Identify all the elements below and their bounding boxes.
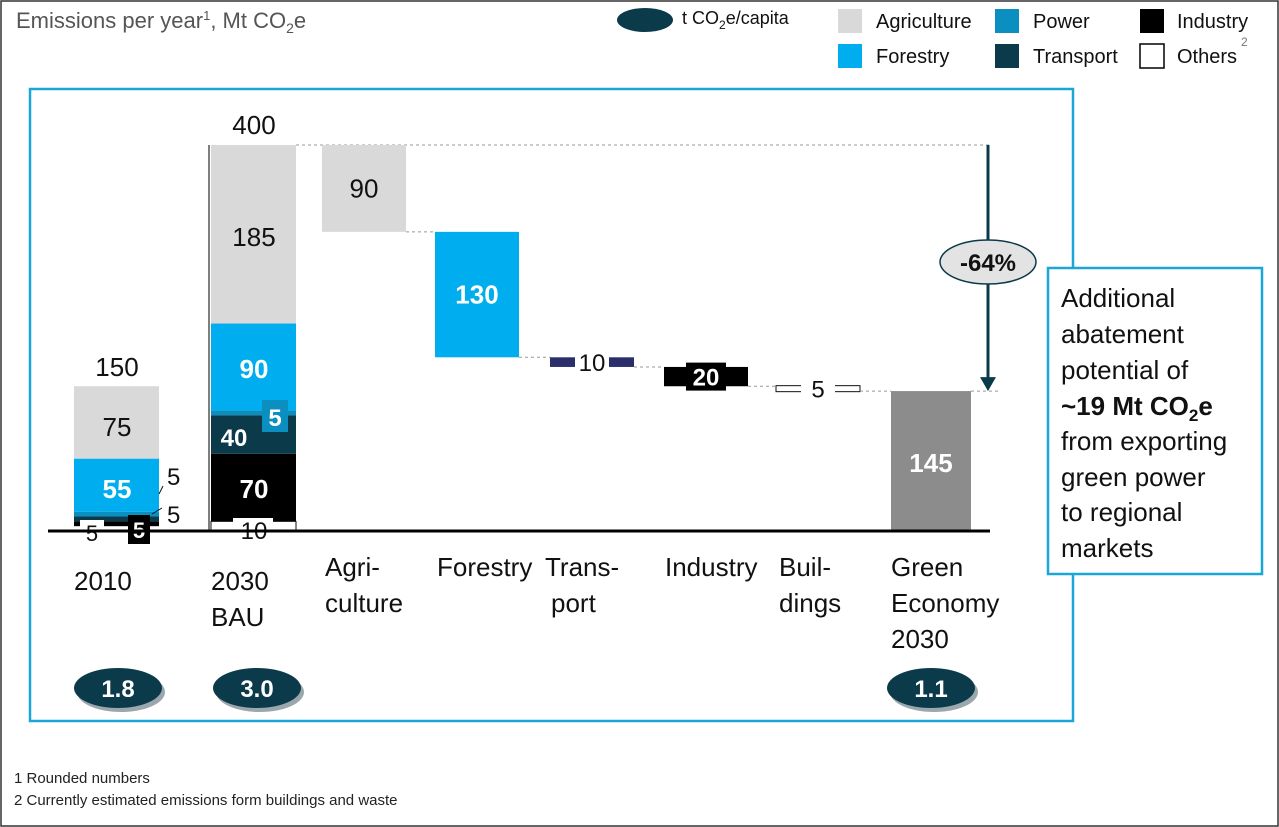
label-2010-agriculture: 75 (103, 412, 132, 442)
category-label-5-0: Industry (665, 552, 758, 582)
bar-green-economy (891, 391, 971, 531)
legend-industry-label: Industry (1177, 11, 1248, 33)
label-2010-forestry: 55 (103, 474, 132, 504)
bar-2030-agriculture (211, 145, 296, 324)
label-2030-forestry: 90 (240, 354, 269, 384)
change-arrow-head (980, 377, 996, 392)
legend-power-label: Power (1033, 11, 1090, 33)
legend-transport-label: Transport (1033, 46, 1118, 68)
bar-reduction-agriculture (322, 145, 406, 232)
capita-badge-1.1 (887, 668, 975, 708)
badge-reduction-industry (686, 362, 726, 391)
legend: t CO2e/capita Agriculture Power Industry… (617, 8, 1248, 69)
label-green-economy: 145 (909, 448, 952, 478)
category-label-2-0: Agri- (325, 552, 380, 582)
label-reduction-others: 5 (811, 377, 824, 404)
label-2010-power: 5 (167, 464, 180, 491)
leader-2010-power (158, 485, 164, 495)
legend-capita-label: t CO2e/capita (682, 8, 790, 32)
label-2030-agriculture: 185 (232, 222, 275, 252)
bar-2010-agriculture (74, 386, 159, 459)
bar-2010-forestry (74, 458, 159, 512)
chart-title: Emissions per year1, Mt CO2e (16, 8, 306, 36)
annotation-box (1046, 266, 1264, 576)
legend-others-label: Others (1177, 46, 1237, 68)
bar-2010-transport (74, 516, 159, 522)
category-label-7-0: Green (891, 552, 963, 582)
label-reduction-transport: 10 (579, 350, 606, 377)
capita-badge-3.0 (213, 668, 301, 708)
bar-2010-industry (74, 521, 159, 527)
category-label-7-1: Economy (891, 588, 999, 618)
capita-label-3.0: 3.0 (240, 676, 273, 703)
legend-transport-swatch (995, 44, 1019, 68)
label-2030-power: 5 (268, 405, 281, 432)
label-2030-transport: 40 (221, 425, 248, 452)
category-label-3-0: Forestry (437, 552, 532, 582)
category-label-4-1: port (551, 588, 597, 618)
label-2010-transport: 5 (167, 502, 180, 529)
change-label: -64% (960, 250, 1016, 277)
legend-power-swatch (995, 9, 1019, 33)
chart-marks: 755555551501859054070104009013010205145-… (48, 110, 1037, 712)
category-label-1-0: 2030 (211, 566, 269, 596)
category-label-1-1: BAU (211, 602, 264, 632)
category-label-6-0: Buil- (779, 552, 831, 582)
badge-2030-power (262, 400, 288, 432)
category-label-0-0: 2010 (74, 566, 132, 596)
capita-label-1.1: 1.1 (914, 676, 947, 703)
total-2030: 400 (232, 110, 275, 140)
category-label-4-0: Trans- (545, 552, 619, 582)
legend-forestry-swatch (838, 44, 862, 68)
bar-2010-power (74, 511, 159, 517)
legend-agriculture-swatch (838, 9, 862, 33)
bar-reduction-forestry (435, 231, 519, 358)
annotation-text: Additional abatement potential of ~19 Mt… (1061, 283, 1234, 563)
footnote-2: 2 Currently estimated emissions form bui… (14, 792, 398, 809)
label-reduction-agriculture: 90 (350, 173, 379, 203)
bar-2030-power (211, 410, 296, 416)
bar-2030-forestry (211, 323, 296, 411)
footnote-1: 1 Rounded numbers (14, 770, 150, 787)
legend-forestry-label: Forestry (876, 46, 949, 68)
badge-reduction-transport (575, 349, 609, 376)
category-label-6-1: dings (779, 588, 841, 618)
legend-capita-swatch (617, 8, 673, 32)
label-2010-others: 5 (86, 521, 98, 546)
label-reduction-forestry: 130 (455, 280, 498, 310)
capita-badge-1.8 (74, 668, 162, 708)
legend-others-footnote-mark: 2 (1241, 35, 1248, 49)
legend-others-swatch (1139, 43, 1165, 69)
capita-label-1.8: 1.8 (101, 676, 134, 703)
category-label-2-1: culture (325, 588, 403, 618)
legend-agriculture-label: Agriculture (876, 11, 972, 33)
total-2010: 150 (95, 352, 138, 382)
legend-industry-swatch (1140, 9, 1164, 33)
category-label-7-2: 2030 (891, 624, 949, 654)
bar-2030-industry (211, 453, 296, 522)
leader-2010-transport (151, 507, 163, 515)
badge-reduction-others (801, 375, 835, 402)
label-2030-industry: 70 (240, 474, 269, 504)
label-reduction-industry: 20 (693, 365, 720, 392)
change-badge (939, 239, 1037, 285)
